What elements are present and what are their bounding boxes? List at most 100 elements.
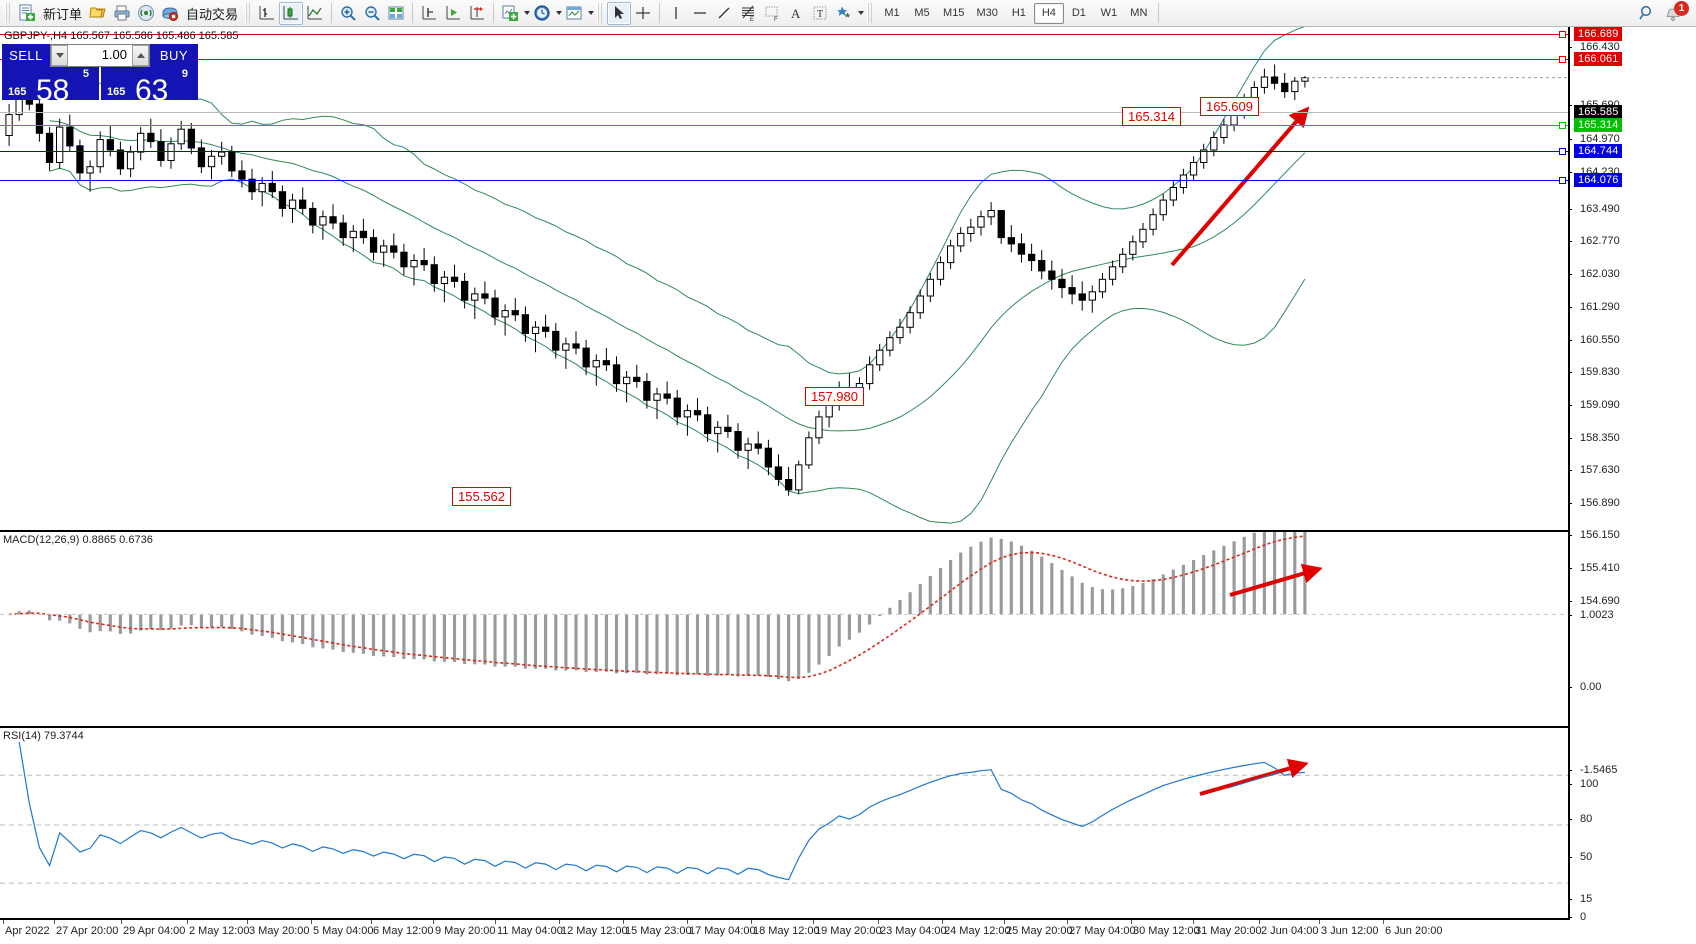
support-resistance-line[interactable] xyxy=(0,112,1568,113)
macd-pane[interactable]: MACD(12,26,9) 0.8865 0.6736 xyxy=(0,532,1568,728)
time-axis-label: 18 May 12:00 xyxy=(753,925,820,937)
price-level-chip-blue[interactable]: 164.744 xyxy=(1574,144,1623,158)
timeframe-button-m5[interactable]: M5 xyxy=(914,7,930,19)
shift-icon[interactable] xyxy=(417,2,441,25)
data-window-icon[interactable] xyxy=(384,2,408,25)
volume-decrease-button[interactable] xyxy=(51,45,68,66)
fibonacci-icon[interactable]: E xyxy=(736,2,760,25)
price-axis-tick xyxy=(1568,172,1572,173)
zoom-out-icon[interactable] xyxy=(360,2,384,25)
search-icon[interactable] xyxy=(1634,2,1660,25)
support-resistance-line[interactable] xyxy=(0,125,1568,126)
chevron-down-icon-3[interactable] xyxy=(588,11,595,15)
folder-icon[interactable] xyxy=(86,2,110,25)
line-chart-icon[interactable] xyxy=(303,2,327,25)
chevron-down-icon[interactable] xyxy=(524,11,531,15)
chevron-down-icon-2[interactable] xyxy=(556,11,563,15)
price-level-chip-black[interactable]: 165.585 xyxy=(1574,105,1623,119)
new-order-icon[interactable] xyxy=(15,2,39,25)
level-drag-handle[interactable] xyxy=(1559,56,1566,63)
one-click-price-row: 165 58 5 165 63 9 xyxy=(2,67,198,100)
price-tag-165-314[interactable]: 165.314 xyxy=(1122,107,1181,126)
price-axis-label: 162.770 xyxy=(1580,235,1620,247)
price-pane[interactable] xyxy=(0,27,1568,532)
level-drag-handle[interactable] xyxy=(1559,177,1566,184)
support-resistance-line[interactable] xyxy=(0,151,1568,152)
price-axis-label: 162.030 xyxy=(1580,268,1620,280)
buy-button[interactable]: BUY xyxy=(150,44,198,67)
price-level-chip-blue[interactable]: 164.076 xyxy=(1574,173,1623,187)
level-drag-handle[interactable] xyxy=(1559,148,1566,155)
bar-chart-icon[interactable] xyxy=(255,2,279,25)
time-axis-label: 25 May 20:00 xyxy=(1006,925,1073,937)
toolbar-grip-2[interactable] xyxy=(245,3,253,23)
support-resistance-line[interactable] xyxy=(0,59,1568,60)
trend-arrow-price[interactable] xyxy=(1170,106,1310,267)
period-clock-icon[interactable] xyxy=(530,2,554,25)
timeframe-button-h4[interactable]: H4 xyxy=(1033,2,1064,24)
level-drag-handle[interactable] xyxy=(1559,122,1566,129)
template-icon[interactable] xyxy=(562,2,586,25)
volume-input[interactable]: 1.00 xyxy=(68,45,132,66)
timeframe-button-w1[interactable]: W1 xyxy=(1100,7,1118,19)
cursor-icon[interactable] xyxy=(607,1,632,25)
time-axis-tick xyxy=(495,920,496,924)
trendline-icon[interactable] xyxy=(712,2,736,25)
support-resistance-line[interactable] xyxy=(0,180,1568,181)
chevron-down-icon-4[interactable] xyxy=(858,11,865,15)
indicator-add-icon[interactable] xyxy=(498,2,522,25)
text-label-icon[interactable]: F xyxy=(760,2,784,25)
sell-price-button[interactable]: 165 58 5 xyxy=(2,67,99,100)
sell-button[interactable]: SELL xyxy=(2,44,50,67)
price-level-chip-red[interactable]: 166.689 xyxy=(1574,27,1623,41)
vertical-line-icon[interactable] xyxy=(664,2,688,25)
autoscroll-icon[interactable] xyxy=(441,2,465,25)
bell-icon[interactable]: 1 xyxy=(1660,0,1689,25)
timeframe-button-m15[interactable]: M15 xyxy=(943,7,965,19)
crosshair-icon[interactable] xyxy=(631,2,655,25)
time-axis-label: 23 May 04:00 xyxy=(880,925,947,937)
price-axis-tick xyxy=(1568,899,1572,900)
timeframe-button-m30[interactable]: M30 xyxy=(976,7,998,19)
chart-container[interactable]: GBPJPY-,H4 165.567 165.586 165.486 165.5… xyxy=(0,27,1696,944)
printer-icon[interactable] xyxy=(110,2,134,25)
trend-arrow-rsi[interactable] xyxy=(1199,758,1309,796)
price-axis-label: 157.630 xyxy=(1580,464,1620,476)
volume-stepper[interactable]: 1.00 xyxy=(50,44,150,67)
level-drag-handle[interactable] xyxy=(1559,31,1566,38)
timeframe-button-h1[interactable]: H1 xyxy=(1011,7,1026,19)
volume-increase-button[interactable] xyxy=(132,45,149,66)
price-tag-165-609[interactable]: 165.609 xyxy=(1200,97,1259,116)
toolbar-grip-4[interactable] xyxy=(867,3,875,23)
timeframe-button-d1[interactable]: D1 xyxy=(1071,7,1086,19)
signal-icon[interactable] xyxy=(134,2,158,25)
chart-shift-icon[interactable] xyxy=(465,2,489,25)
one-click-trading-panel[interactable]: SELL 1.00 BUY 165 58 5 165 63 9 xyxy=(2,44,198,100)
timeframe-button-m1[interactable]: M1 xyxy=(884,7,900,19)
auto-trading-icon[interactable] xyxy=(158,2,182,25)
toolbar-grip-3[interactable] xyxy=(597,3,605,23)
buy-price-button[interactable]: 165 63 9 xyxy=(101,67,198,100)
toolbar-separator-4 xyxy=(659,3,661,23)
support-resistance-line[interactable] xyxy=(0,34,1568,35)
price-level-chip-red[interactable]: 166.061 xyxy=(1574,52,1623,66)
time-axis-tick xyxy=(813,920,814,924)
new-order-label[interactable]: 新订单 xyxy=(43,6,83,22)
toolbar-grip[interactable] xyxy=(5,3,12,23)
candlestick-icon[interactable] xyxy=(279,1,304,25)
text-a-icon[interactable]: A xyxy=(784,2,808,25)
auto-trading-label[interactable]: 自动交易 xyxy=(186,6,239,22)
text-box-icon[interactable]: T xyxy=(808,2,832,25)
zoom-in-icon[interactable] xyxy=(336,2,360,25)
timeframe-button-mn[interactable]: MN xyxy=(1130,7,1148,19)
price-axis-tick xyxy=(1568,535,1572,536)
rsi-pane[interactable]: RSI(14) 79.3744 xyxy=(0,728,1568,920)
objects-icon[interactable] xyxy=(832,2,856,25)
trend-arrow-macd[interactable] xyxy=(1229,563,1323,597)
rsi-trendline[interactable] xyxy=(1227,771,1281,789)
price-tag-157-980[interactable]: 157.980 xyxy=(805,387,864,406)
price-level-chip-green[interactable]: 165.314 xyxy=(1574,118,1623,132)
price-tag-155-562[interactable]: 155.562 xyxy=(452,487,511,506)
horizontal-line-icon[interactable] xyxy=(688,2,712,25)
price-axis[interactable]: 166.689166.430166.061165.690165.585165.3… xyxy=(1568,27,1696,923)
